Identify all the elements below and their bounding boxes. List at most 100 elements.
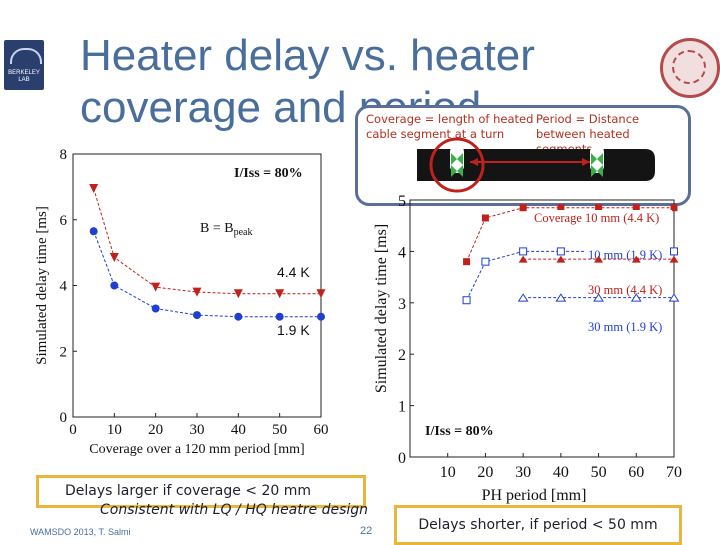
y-tick-label: 3 <box>398 296 406 313</box>
x-tick-label: 30 <box>515 464 531 481</box>
logo-text: BERKELEY LAB <box>8 70 40 83</box>
data-point <box>557 204 565 212</box>
x-tick-label: 10 <box>440 464 456 481</box>
x-tick-label: 30 <box>190 422 205 438</box>
data-point <box>463 258 471 266</box>
slide-number: 22 <box>360 525 373 537</box>
data-point <box>151 304 160 313</box>
period-arrow-head-right <box>582 158 590 166</box>
data-point <box>556 247 565 256</box>
data-point <box>518 255 528 263</box>
y-tick-label: 0 <box>398 450 406 467</box>
data-point <box>632 204 640 212</box>
coverage-highlight-circle <box>429 137 485 193</box>
period-note-text: Delays shorter, if period < 50 mm <box>418 517 658 533</box>
design-note-text: Consistent with LQ / HQ heatre design <box>100 502 369 518</box>
data-point <box>481 257 490 266</box>
x-axis-label: PH period [mm] <box>482 487 587 504</box>
data-point <box>519 247 528 256</box>
data-point <box>669 255 679 263</box>
data-point <box>234 312 243 321</box>
condition-label: I/Iss = 80% <box>234 166 303 181</box>
data-point <box>151 282 161 292</box>
data-point <box>631 255 641 263</box>
data-point <box>556 255 566 263</box>
data-point <box>593 293 604 302</box>
legend-label: 30 mm (4.4 K) <box>588 283 662 297</box>
data-point <box>670 204 678 212</box>
x-tick-label: 60 <box>314 422 329 438</box>
x-tick-label: 50 <box>272 422 287 438</box>
y-tick-label: 0 <box>60 410 68 426</box>
data-point <box>668 293 680 302</box>
legend-label-bg <box>586 282 670 297</box>
data-point <box>110 281 119 290</box>
berkeley-lab-logo: BERKELEY LAB <box>4 40 44 90</box>
y-tick-label: 4 <box>398 244 406 261</box>
data-point <box>519 204 527 212</box>
period-arrow-head-left <box>470 158 478 166</box>
heated-segment-marker-left <box>451 153 463 177</box>
x-tick-label: 10 <box>107 422 122 438</box>
data-point <box>316 289 326 299</box>
heater-strip-diagram <box>417 137 655 193</box>
legend-label-bg <box>586 319 670 334</box>
data-point <box>462 296 471 305</box>
legend-label-bg <box>532 210 672 225</box>
legend-label: Coverage 10 mm (4.4 K) <box>534 211 659 225</box>
plot-frame <box>409 199 675 458</box>
data-point <box>670 247 678 256</box>
data-point <box>630 293 642 302</box>
data-point <box>109 253 119 263</box>
footer-text: WAMSDO 2013, T. Salmi <box>30 527 131 537</box>
data-point <box>317 312 325 321</box>
y-tick-label: 2 <box>60 344 68 360</box>
y-tick-label: 2 <box>398 347 406 364</box>
x-tick-label: 20 <box>148 422 163 438</box>
building-icon <box>10 48 42 64</box>
field-label: B = Bpeak <box>200 221 252 238</box>
institution-seal-icon <box>660 38 720 98</box>
data-point <box>517 293 529 302</box>
y-tick-label: 6 <box>60 213 68 229</box>
y-tick-label: 1 <box>398 399 406 416</box>
inset-coverage-text: Coverage = length of heated cable segmen… <box>366 112 534 141</box>
coverage-note-text: Delays larger if coverage < 20 mm <box>65 483 312 499</box>
data-point <box>233 289 243 299</box>
title-line-1: Heater delay vs. heater <box>80 31 535 80</box>
coverage-note-box: Delays larger if coverage < 20 mm <box>36 475 366 508</box>
x-tick-label: 50 <box>591 464 607 481</box>
data-point <box>595 204 603 212</box>
data-point <box>481 214 489 222</box>
series-label-19k: 1.9 K <box>277 322 310 338</box>
x-tick-label: 40 <box>231 422 246 438</box>
y-axis-label: Simulated delay time [ms] <box>34 206 50 365</box>
condition-label: I/Iss = 80% <box>425 424 494 439</box>
data-point <box>555 293 567 302</box>
x-tick-label: 60 <box>628 464 644 481</box>
x-tick-label: 0 <box>69 422 77 438</box>
heater-geometry-inset: Coverage = length of heated cable segmen… <box>355 105 691 206</box>
x-tick-label: 40 <box>553 464 569 481</box>
series-label-44k: 4.4 K <box>277 264 310 280</box>
data-point <box>89 184 99 194</box>
data-point <box>89 227 98 236</box>
x-axis-label: Coverage over a 120 mm period [mm] <box>89 442 304 457</box>
data-point <box>275 312 284 321</box>
legend-label: 10 mm (1.9 K) <box>588 248 662 262</box>
data-point <box>193 311 201 320</box>
data-point <box>192 287 202 297</box>
y-tick-label: 4 <box>60 279 68 295</box>
y-tick-label: 5 <box>398 193 406 210</box>
y-tick-label: 8 <box>60 147 68 163</box>
heated-segment-marker-right <box>591 153 603 177</box>
y-axis-label: Simulated delay time [ms] <box>373 224 390 393</box>
legend-label-bg <box>586 247 670 262</box>
data-point <box>594 255 604 263</box>
legend-label: 30 mm (1.9 K) <box>588 320 662 334</box>
x-tick-label: 20 <box>477 464 493 481</box>
data-point <box>275 289 285 299</box>
x-tick-label: 70 <box>666 464 682 481</box>
